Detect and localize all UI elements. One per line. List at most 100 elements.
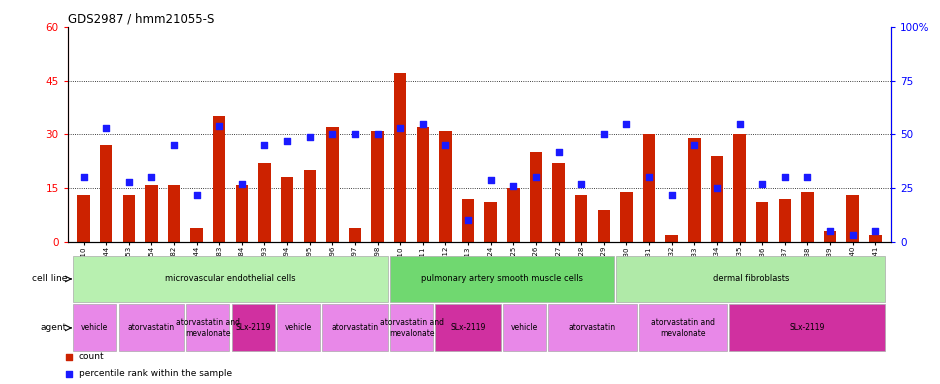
Bar — [733, 134, 745, 242]
Text: SLx-2119: SLx-2119 — [790, 323, 825, 333]
Bar — [548, 305, 636, 351]
Bar — [416, 127, 429, 242]
Point — [61, 354, 76, 360]
Text: atorvastatin: atorvastatin — [128, 323, 175, 333]
Point — [800, 174, 815, 180]
Text: count: count — [79, 352, 104, 361]
Bar — [231, 305, 274, 351]
Text: SLx-2119: SLx-2119 — [236, 323, 271, 333]
Point — [461, 217, 476, 223]
Point — [619, 121, 634, 127]
Point — [732, 121, 747, 127]
Bar — [778, 199, 791, 242]
Point — [99, 125, 114, 131]
Point — [166, 142, 181, 148]
Point — [76, 174, 91, 180]
Point — [641, 174, 656, 180]
Point — [121, 179, 136, 185]
Bar — [394, 73, 406, 242]
Bar — [122, 195, 135, 242]
Point — [393, 125, 408, 131]
Point — [189, 192, 204, 198]
Bar — [575, 195, 588, 242]
Point — [370, 131, 385, 137]
Bar — [186, 305, 229, 351]
Point — [348, 131, 363, 137]
Bar — [503, 305, 546, 351]
Point — [868, 228, 883, 234]
Bar — [213, 116, 226, 242]
Bar — [729, 305, 885, 351]
Bar — [73, 256, 388, 302]
Bar — [390, 256, 614, 302]
Point — [234, 181, 249, 187]
Point — [551, 149, 566, 155]
Point — [257, 142, 272, 148]
Bar — [118, 305, 184, 351]
Point — [279, 138, 294, 144]
Text: dermal fibroblasts: dermal fibroblasts — [713, 275, 789, 283]
Text: atorvastatin and
mevalonate: atorvastatin and mevalonate — [380, 318, 444, 338]
Bar — [167, 185, 180, 242]
Point — [665, 192, 680, 198]
Bar — [617, 256, 885, 302]
Bar — [304, 170, 316, 242]
Text: SLx-2119: SLx-2119 — [450, 323, 486, 333]
Bar — [236, 185, 248, 242]
Text: atorvastatin: atorvastatin — [569, 323, 616, 333]
Bar — [484, 202, 497, 242]
Bar — [258, 163, 271, 242]
Bar — [281, 177, 293, 242]
Point — [528, 174, 543, 180]
Text: cell line: cell line — [32, 275, 67, 283]
Point — [483, 177, 498, 183]
Point — [596, 131, 611, 137]
Bar — [801, 192, 814, 242]
Point — [845, 232, 860, 238]
Bar — [598, 210, 610, 242]
Bar — [688, 138, 700, 242]
Bar — [191, 228, 203, 242]
Point — [61, 371, 76, 377]
Bar — [462, 199, 475, 242]
Bar — [77, 195, 89, 242]
Bar — [507, 188, 520, 242]
Text: atorvastatin: atorvastatin — [332, 323, 379, 333]
Point — [573, 181, 588, 187]
Point — [710, 185, 725, 191]
Point — [822, 228, 838, 234]
Point — [438, 142, 453, 148]
Point — [777, 174, 792, 180]
Bar — [530, 152, 542, 242]
Text: vehicle: vehicle — [285, 323, 312, 333]
Bar — [435, 305, 501, 351]
Point — [325, 131, 340, 137]
Bar — [73, 305, 117, 351]
Bar — [620, 192, 633, 242]
Text: agent: agent — [40, 323, 67, 333]
Bar — [870, 235, 882, 242]
Point — [506, 183, 521, 189]
Bar — [100, 145, 113, 242]
Bar — [711, 156, 723, 242]
Text: pulmonary artery smooth muscle cells: pulmonary artery smooth muscle cells — [421, 275, 583, 283]
Point — [687, 142, 702, 148]
Bar — [439, 131, 452, 242]
Bar — [823, 231, 837, 242]
Text: percentile rank within the sample: percentile rank within the sample — [79, 369, 232, 378]
Text: vehicle: vehicle — [81, 323, 108, 333]
Bar — [390, 305, 433, 351]
Bar — [349, 228, 361, 242]
Text: atorvastatin and
mevalonate: atorvastatin and mevalonate — [176, 318, 240, 338]
Bar — [277, 305, 320, 351]
Point — [212, 123, 227, 129]
Point — [144, 174, 159, 180]
Point — [415, 121, 431, 127]
Bar — [639, 305, 728, 351]
Bar — [371, 131, 384, 242]
Bar — [326, 127, 338, 242]
Bar — [756, 202, 768, 242]
Text: microvascular endothelial cells: microvascular endothelial cells — [165, 275, 296, 283]
Text: GDS2987 / hmm21055-S: GDS2987 / hmm21055-S — [68, 13, 214, 26]
Bar — [666, 235, 678, 242]
